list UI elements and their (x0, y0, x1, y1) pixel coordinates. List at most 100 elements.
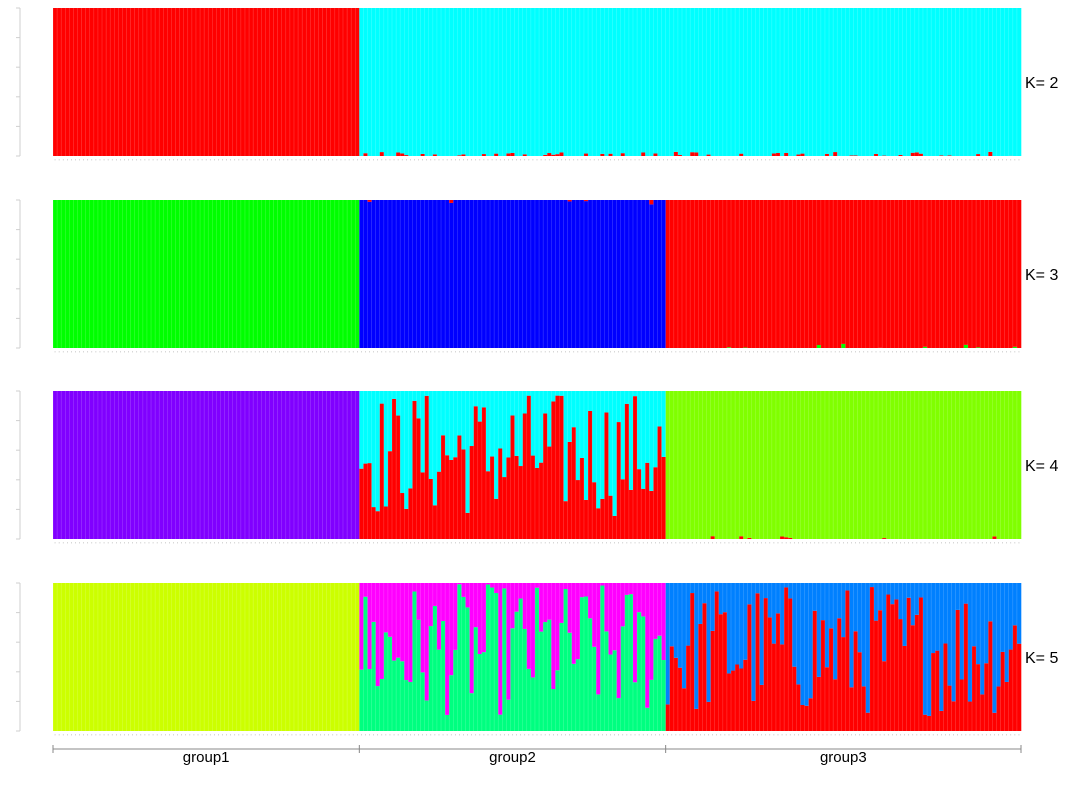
bar-segment (939, 583, 943, 711)
bar-segment (715, 8, 719, 156)
bar-segment (739, 200, 743, 348)
bar-segment (711, 200, 715, 348)
bar-segment (318, 200, 322, 348)
bar-segment (805, 583, 809, 706)
bar-segment (952, 583, 956, 701)
bar-segment (613, 583, 617, 650)
bar-segment (641, 152, 645, 156)
bar-segment (555, 8, 559, 154)
bar-segment (874, 154, 878, 156)
bar-segment (964, 604, 968, 731)
bar-segment (747, 604, 751, 731)
bar-segment (139, 200, 143, 348)
bar-segment (939, 711, 943, 731)
bar-segment (380, 679, 384, 731)
bar-segment (551, 401, 555, 539)
bar-segment (678, 8, 682, 155)
bar-segment (176, 8, 180, 156)
bar-segment (135, 8, 139, 156)
bar-segment (331, 200, 335, 348)
bar-segment (915, 391, 919, 539)
bar-segment (551, 8, 555, 155)
bar-segment (457, 8, 461, 155)
bar-segment (110, 583, 114, 731)
bar-segment (449, 203, 453, 348)
bar-segment (829, 8, 833, 156)
bar-segment (368, 200, 372, 202)
bar-segment (363, 597, 367, 731)
bar-segment (690, 152, 694, 156)
bar-segment (486, 8, 490, 156)
bar-segment (453, 200, 457, 348)
bar-segment (674, 200, 678, 348)
bar-segment (674, 583, 678, 658)
bar-segment (57, 200, 61, 348)
bar-segment (559, 623, 563, 731)
bar-segment (519, 391, 523, 466)
bar-segment (131, 8, 135, 156)
bar-segment (923, 583, 927, 715)
bar-segment (486, 471, 490, 539)
bar-segment (61, 200, 65, 348)
bar-segment (171, 583, 175, 731)
bar-segment (678, 155, 682, 156)
bar-segment (735, 391, 739, 539)
bar-segment (911, 153, 915, 156)
bar-segment (927, 716, 931, 731)
bar-segment (923, 391, 927, 539)
bar-segment (800, 8, 804, 154)
bar-segment (225, 391, 229, 539)
bar-segment (617, 391, 621, 422)
bar-segment (682, 200, 686, 348)
bar-segment (90, 391, 94, 539)
bar-segment (1005, 583, 1009, 682)
bar-segment (1009, 650, 1013, 731)
bar-segment (907, 391, 911, 539)
bar-segment (527, 583, 531, 669)
bar-segment (657, 200, 661, 348)
bar-segment (474, 391, 478, 406)
bar-segment (653, 200, 657, 348)
bar-segment (943, 200, 947, 348)
bar-segment (866, 391, 870, 539)
bar-segment (310, 391, 314, 539)
bar-segment (339, 200, 343, 348)
bar-segment (764, 8, 768, 156)
bar-segment (694, 709, 698, 731)
bar-segment (363, 464, 367, 539)
bar-segment (772, 8, 776, 153)
bar-segment (886, 583, 890, 595)
bar-segment (368, 463, 372, 539)
bar-segment (743, 583, 747, 660)
bar-segment (310, 8, 314, 156)
bar-segment (220, 8, 224, 156)
bar-segment (376, 200, 380, 348)
bar-segment (474, 8, 478, 156)
bar-segment (229, 200, 233, 348)
bar-segment (408, 583, 412, 682)
bar-segment (404, 583, 408, 680)
bar-segment (833, 8, 837, 152)
bar-segment (613, 8, 617, 156)
bar-segment (633, 682, 637, 731)
bar-segment (425, 396, 429, 539)
bar-segment (600, 200, 604, 348)
bar-segment (739, 8, 743, 154)
bar-segment (670, 200, 674, 348)
bar-segment (433, 154, 437, 156)
bar-segment (470, 200, 474, 348)
bar-segment (339, 391, 343, 539)
bar-segment (886, 391, 890, 539)
bar-segment (200, 200, 204, 348)
bar-segment (694, 152, 698, 156)
bar-segment (547, 620, 551, 731)
bar-segment (849, 8, 853, 155)
bar-segment (584, 200, 588, 201)
bar-segment (992, 200, 996, 348)
bar-segment (792, 8, 796, 156)
bar-segment (796, 684, 800, 731)
bar-segment (923, 8, 927, 156)
bar-segment (212, 583, 216, 731)
bar-segment (176, 200, 180, 348)
bar-segment (653, 391, 657, 467)
